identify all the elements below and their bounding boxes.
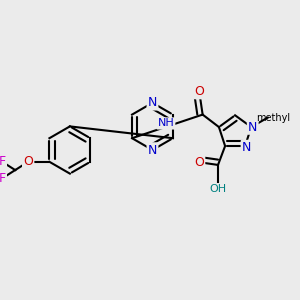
Text: O: O xyxy=(194,156,204,169)
Text: F: F xyxy=(0,155,6,168)
Text: N: N xyxy=(248,121,257,134)
Text: O: O xyxy=(195,85,205,98)
Text: methyl: methyl xyxy=(256,112,290,123)
Text: OH: OH xyxy=(209,184,226,194)
Text: NH: NH xyxy=(158,118,174,128)
Text: F: F xyxy=(0,172,6,185)
Text: N: N xyxy=(242,141,251,154)
Text: O: O xyxy=(23,155,33,168)
Text: N: N xyxy=(148,143,157,157)
Text: N: N xyxy=(148,96,157,109)
